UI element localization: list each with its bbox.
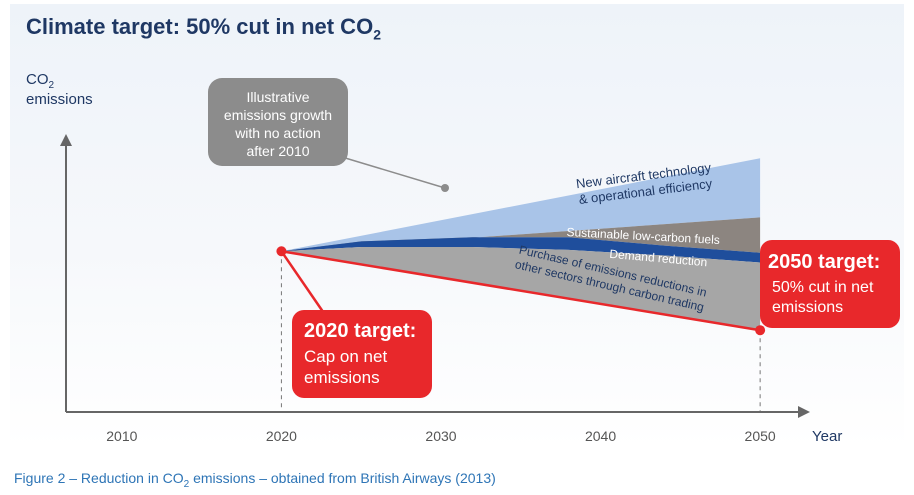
area-aircraft-technology xyxy=(153,158,761,274)
target2020-line: emissions xyxy=(304,368,380,387)
target2050-callout-box xyxy=(760,240,900,328)
illustrative-callout-line: Illustrative xyxy=(246,89,309,105)
area-carbon-trading xyxy=(153,247,761,331)
x-axis-label: Year xyxy=(812,428,842,445)
figure-caption: Figure 2 – Reduction in CO2 emissions – … xyxy=(14,470,496,490)
target2020-heading: 2020 target: xyxy=(304,320,416,342)
y-axis-label-line2: emissions xyxy=(26,91,93,108)
x-tick-label-2010: 2010 xyxy=(106,428,137,444)
illustrative-callout-line: with no action xyxy=(234,125,321,141)
area-sustainable-fuels xyxy=(153,217,761,274)
y-axis-label: CO2 xyxy=(26,71,55,91)
target2020-dot xyxy=(276,246,287,257)
target2020-callout-box xyxy=(292,310,432,398)
illustrative-callout-box xyxy=(208,78,348,166)
x-tick-label-2050: 2050 xyxy=(745,428,776,444)
target2050-line: emissions xyxy=(772,299,843,316)
emissions-chart: 2010 2020 2030 2040 2050 CO2emissionsYearNew… xyxy=(26,71,900,445)
x-tick-label-2020: 2020 xyxy=(266,428,297,444)
target2050-heading: 2050 target: xyxy=(768,251,880,273)
target2020-line: Cap on net xyxy=(304,347,387,366)
illustrative-callout-line: emissions growth xyxy=(224,107,332,123)
illustrative-pointer-dot xyxy=(441,184,449,192)
net-emissions-line xyxy=(281,250,761,332)
target2050-line: 50% cut in net xyxy=(772,279,874,296)
x-tick-label-2030: 2030 xyxy=(425,428,456,444)
target2050-dot xyxy=(755,325,766,336)
illustrative-callout-line: after 2010 xyxy=(246,143,309,159)
x-tick-label-2040: 2040 xyxy=(585,428,616,444)
area-demand-reduction xyxy=(153,237,761,274)
chart-title: Climate target: 50% cut in net CO2 xyxy=(26,14,381,43)
